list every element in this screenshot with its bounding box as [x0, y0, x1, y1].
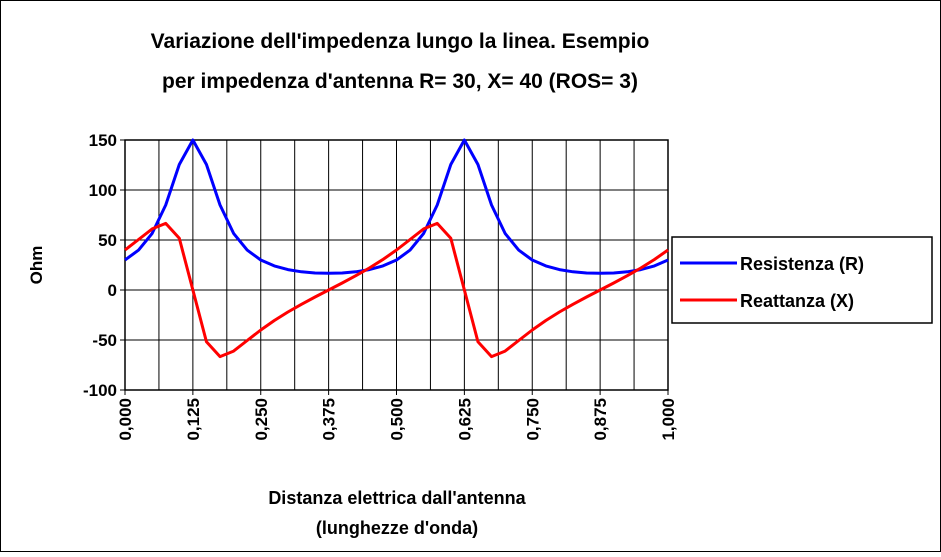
y-tick-label: -50 [92, 331, 117, 350]
x-axis-label: Distanza elettrica dall'antenna [268, 488, 526, 508]
x-tick-label: 1,000 [659, 398, 678, 441]
x-tick-label: 0,000 [116, 398, 135, 441]
series-line [124, 221, 669, 359]
x-axis-label: (lunghezze d'onda) [316, 518, 478, 538]
chart-title: Variazione dell'impedenza lungo la linea… [151, 30, 650, 53]
x-tick-label: 0,625 [455, 398, 474, 441]
legend-label: Resistenza (R) [740, 254, 864, 274]
y-tick-label: 150 [89, 131, 117, 150]
plot-area [124, 139, 669, 391]
y-tick-label: 100 [89, 181, 117, 200]
x-tick-label: 0,125 [184, 398, 203, 441]
x-tick-label: 0,250 [252, 398, 271, 441]
legend-label: Reattanza (X) [740, 291, 854, 311]
x-tick-label: 0,875 [591, 398, 610, 441]
y-tick-label: 50 [98, 231, 117, 250]
series-line [124, 138, 669, 275]
chart-subtitle: per impedenza d'antenna R= 30, X= 40 (RO… [162, 70, 638, 93]
x-tick-label: 0,375 [320, 398, 339, 441]
x-tick-label: 0,750 [523, 398, 542, 441]
y-tick-label: -100 [83, 381, 117, 400]
y-tick-label: 0 [108, 281, 117, 300]
legend-box [671, 236, 933, 324]
y-axis-label: Ohm [27, 246, 46, 285]
x-tick-label: 0,500 [388, 398, 407, 441]
